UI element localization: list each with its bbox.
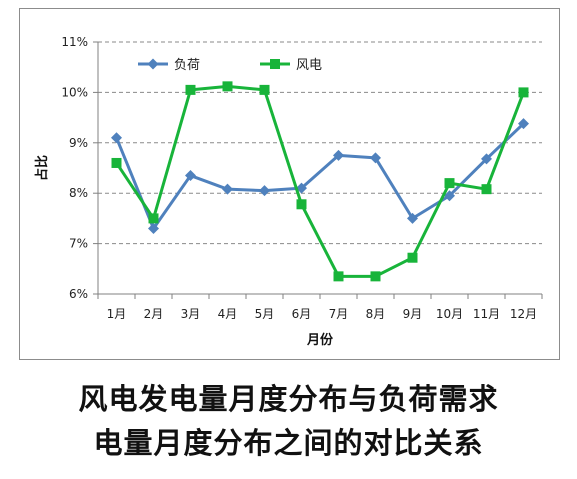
y-tick-label: 6% [69, 287, 88, 301]
data-point [518, 87, 529, 98]
line-chart: 6% 7% 8% 9% 10% 11% 1月 2月 3月 4月 5月 6月 7月 8月 9月 10月 11月 12… [34, 35, 543, 348]
data-point [481, 184, 492, 195]
y-axis-title: 占比 [34, 155, 50, 181]
x-tick-label: 4月 [218, 307, 238, 321]
caption-line-1: 风电发电量月度分布与负荷需求 [78, 382, 499, 416]
data-point [370, 152, 381, 164]
data-point [148, 213, 159, 224]
data-point [333, 149, 344, 161]
y-tick-label: 9% [69, 136, 88, 150]
y-tick-label: 8% [69, 186, 88, 200]
series-line-1 [115, 122, 525, 230]
data-point [222, 183, 233, 195]
data-point [481, 153, 492, 165]
x-axis-title: 月份 [306, 332, 334, 348]
chart-frame: 6% 7% 8% 9% 10% 11% 1月 2月 3月 4月 5月 6月 7月 8月 9月 10月 11月 12… [19, 8, 560, 360]
x-tick-label: 2月 [144, 307, 164, 321]
x-tick-label: 1月 [107, 307, 127, 321]
data-point [222, 81, 233, 92]
data-point [111, 157, 122, 168]
data-point [185, 170, 196, 182]
x-tick-label: 5月 [255, 307, 275, 321]
x-tick-label: 10月 [436, 307, 463, 321]
data-point [444, 178, 455, 189]
x-tick-label: 11月 [473, 307, 500, 321]
data-point [185, 84, 196, 95]
data-point [296, 199, 307, 210]
y-tick-label: 11% [61, 35, 88, 49]
x-tick-label: 8月 [366, 307, 386, 321]
legend-marker [147, 58, 159, 70]
data-point [259, 185, 270, 197]
data-point [518, 118, 529, 130]
data-point [407, 252, 418, 263]
data-point [296, 182, 307, 194]
legend-marker [270, 59, 280, 69]
x-tick-label: 3月 [181, 307, 201, 321]
data-point [259, 84, 270, 95]
legend-label: 负荷 [174, 58, 200, 73]
series-line-2 [115, 84, 525, 278]
x-tick-label: 9月 [403, 307, 423, 321]
y-tick-label: 7% [69, 237, 88, 251]
data-point [148, 222, 159, 234]
x-tick-label: 6月 [292, 307, 312, 321]
legend-label: 风电 [296, 58, 322, 73]
y-tick-label: 10% [61, 85, 88, 99]
data-point [333, 271, 344, 282]
data-point [370, 271, 381, 282]
data-point [444, 190, 455, 202]
data-point [111, 132, 122, 144]
data-point [407, 212, 418, 224]
x-tick-label: 12月 [510, 307, 537, 321]
caption-line-2: 电量月度分布之间的对比关系 [93, 426, 484, 460]
x-tick-label: 7月 [329, 307, 349, 321]
